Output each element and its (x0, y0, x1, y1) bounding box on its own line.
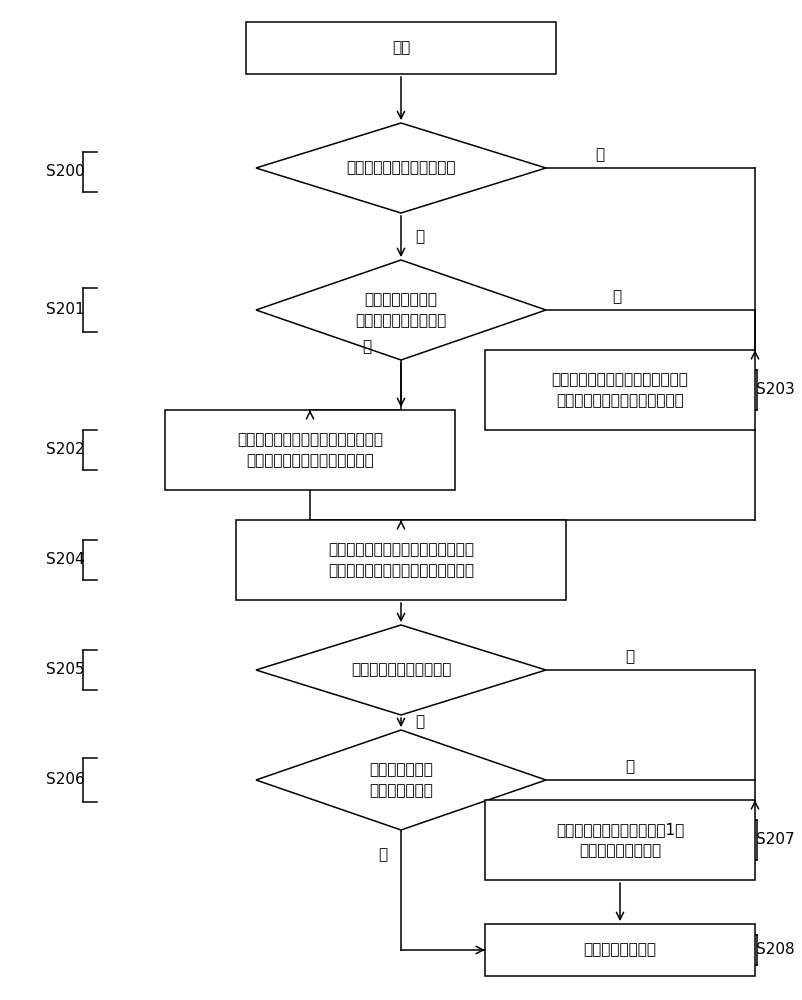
Text: S208: S208 (755, 942, 793, 958)
Text: 干衣机接收到用户
输入的快速烘干指令？: 干衣机接收到用户 输入的快速烘干指令？ (355, 292, 446, 328)
Bar (484, 800, 754, 880)
Text: S200: S200 (46, 164, 84, 180)
Text: 加热功率保持为预设加热功率，并
且预设湿度保持为第二预设湿度: 加热功率保持为预设加热功率，并 且预设湿度保持为第二预设湿度 (551, 372, 687, 408)
Text: 返回干衣机主程序: 返回干衣机主程序 (583, 942, 656, 958)
Polygon shape (256, 625, 545, 715)
Text: 否: 否 (595, 147, 604, 162)
Text: S203: S203 (755, 382, 793, 397)
Text: 是: 是 (362, 340, 371, 355)
Polygon shape (256, 730, 545, 830)
Text: S207: S207 (755, 832, 793, 848)
Bar (164, 410, 455, 490)
Text: 否: 否 (415, 714, 424, 730)
Text: 将加热功率调整为快速加热功率，并
将预设湿度调整为第一预设湿度: 将加热功率调整为快速加热功率，并 将预设湿度调整为第一预设湿度 (237, 432, 383, 468)
Text: S205: S205 (46, 662, 84, 678)
Text: S204: S204 (46, 552, 84, 568)
Bar (484, 350, 754, 430)
Text: 否: 否 (612, 290, 621, 304)
Text: S206: S206 (46, 772, 84, 788)
Text: 控制干衣机进行烘干，实时检测干衣
机内的湿度，并对加热时间进行计时: 控制干衣机进行烘干，实时检测干衣 机内的湿度，并对加热时间进行计时 (327, 542, 473, 578)
Text: 是: 是 (415, 230, 424, 244)
Bar (484, 924, 754, 976)
Text: 加热时间达到预设时间？: 加热时间达到预设时间？ (350, 662, 451, 678)
Bar (236, 520, 565, 600)
Text: 否: 否 (378, 848, 387, 862)
Text: 是: 是 (625, 650, 634, 664)
Text: 开始: 开始 (391, 40, 410, 55)
Text: 干衣机内的湿度
达到预设湿度？: 干衣机内的湿度 达到预设湿度？ (369, 762, 432, 798)
Text: 是: 是 (625, 760, 634, 774)
Text: S201: S201 (46, 302, 84, 318)
Bar (245, 22, 555, 74)
Polygon shape (256, 260, 545, 360)
Text: 将烘干程序结束标志位置为1，
控制干衣机停止烘干: 将烘干程序结束标志位置为1， 控制干衣机停止烘干 (555, 822, 683, 858)
Polygon shape (256, 123, 545, 213)
Text: 干衣机首次进入烘干阶段？: 干衣机首次进入烘干阶段？ (346, 160, 456, 176)
Text: S202: S202 (46, 442, 84, 458)
